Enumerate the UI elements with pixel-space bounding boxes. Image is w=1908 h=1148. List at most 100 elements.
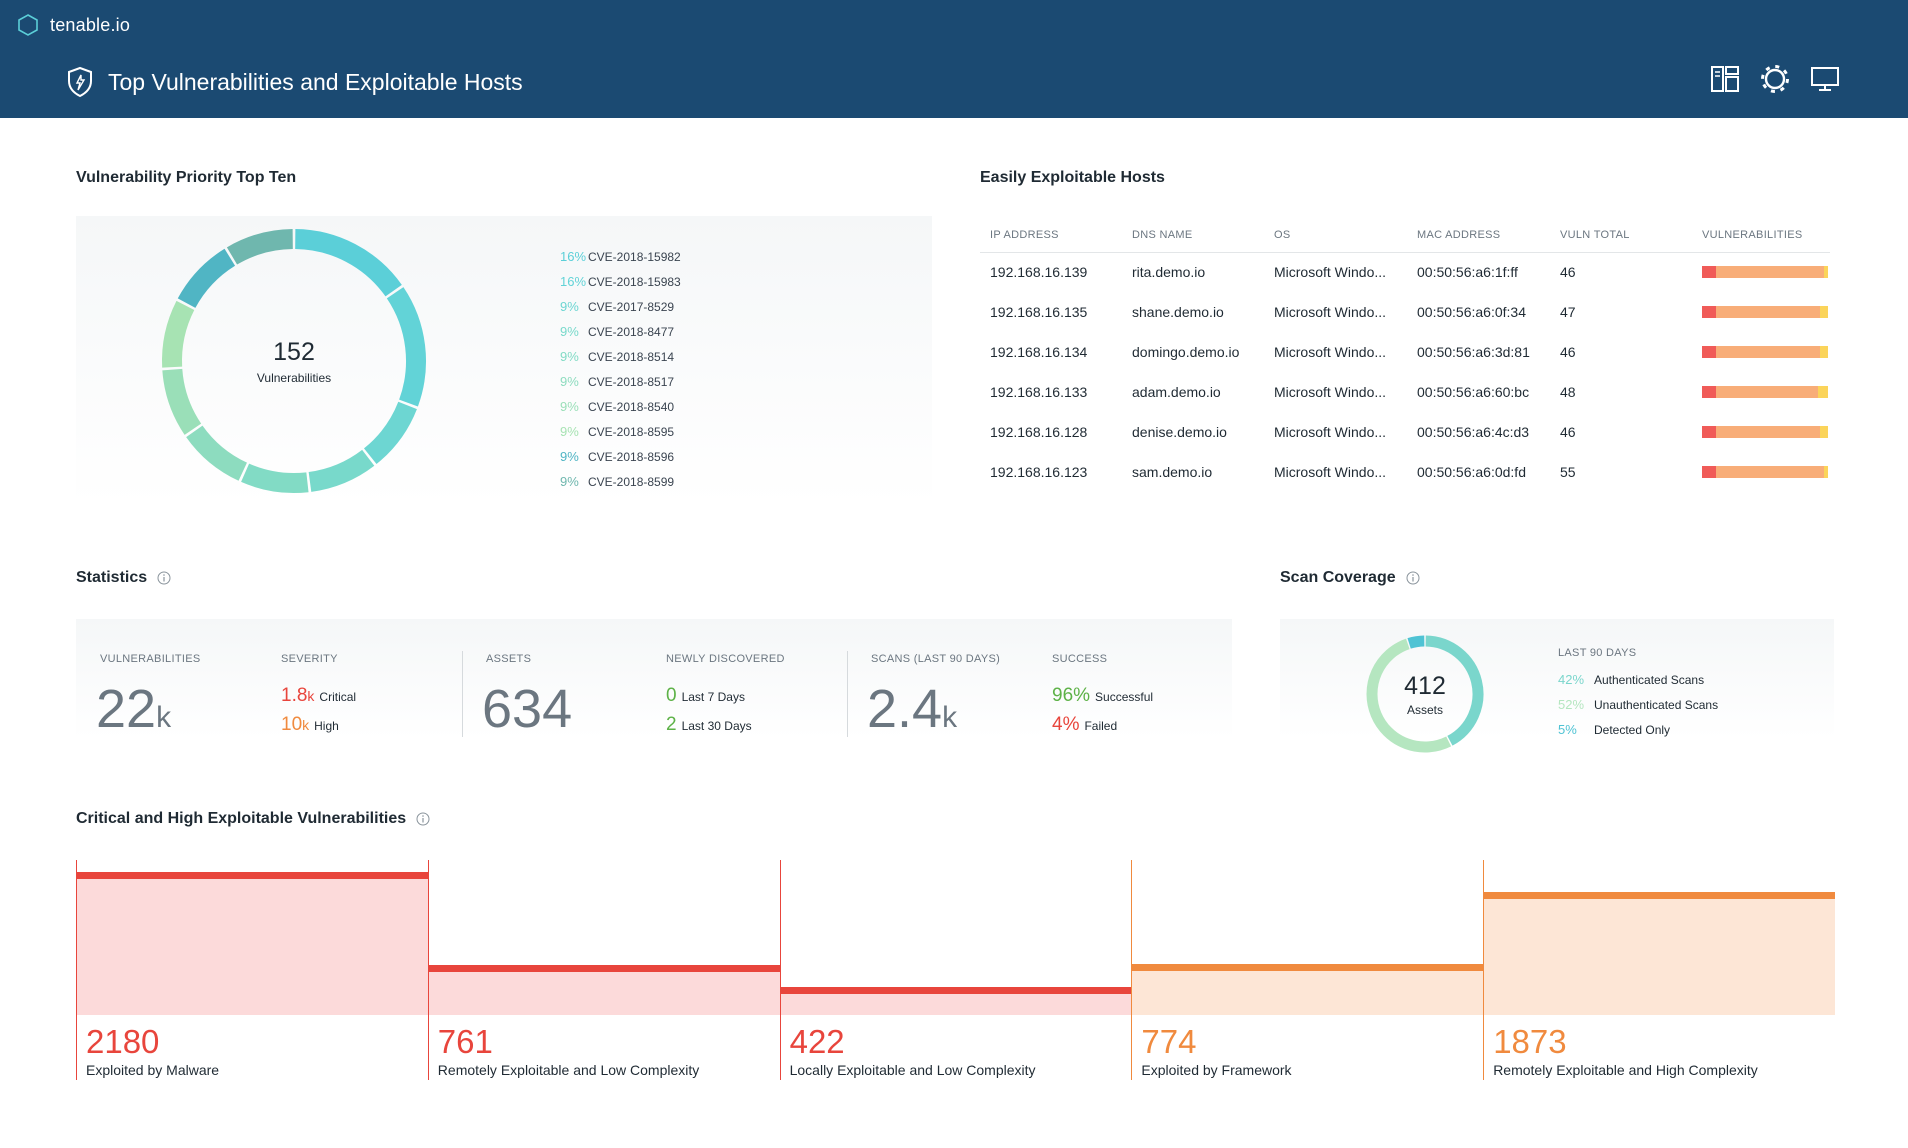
- cell-ip: 192.168.16.133: [990, 384, 1088, 400]
- vuln-priority-segment-7[interactable]: [162, 300, 195, 368]
- vulnerability-bar[interactable]: [1702, 466, 1828, 478]
- legend-item[interactable]: 9% CVE-2018-8540: [560, 394, 681, 419]
- exploitable-bar-cap: [1484, 892, 1835, 899]
- legend-item[interactable]: 9% CVE-2018-8595: [560, 419, 681, 444]
- vuln-priority-segment-0[interactable]: [294, 229, 402, 297]
- stats-divider: [462, 651, 463, 737]
- vuln-priority-segment-2[interactable]: [363, 401, 417, 465]
- col-vulnerabilities[interactable]: VULNERABILITIES: [1692, 218, 1830, 253]
- col-vuln-total[interactable]: VULN TOTAL: [1550, 218, 1692, 253]
- scan-coverage-legend-item[interactable]: 42% Authenticated Scans: [1558, 667, 1718, 692]
- severity-critical-unit: k: [307, 688, 315, 704]
- gear-icon[interactable]: [1760, 64, 1790, 94]
- legend-item[interactable]: 9% CVE-2018-8596: [560, 444, 681, 469]
- info-icon[interactable]: [1406, 571, 1420, 585]
- exploitable-label: Exploited by Malware: [86, 1062, 220, 1078]
- legend-item[interactable]: 16% CVE-2018-15982: [560, 244, 681, 269]
- scan-coverage-legend-item[interactable]: 5% Detected Only: [1558, 717, 1718, 742]
- exploitable-label: Exploited by Framework: [1141, 1062, 1292, 1078]
- bar-critical: [1702, 386, 1716, 398]
- stat-success-failed[interactable]: 4% Failed: [1052, 714, 1117, 736]
- legend-cve: CVE-2018-8599: [588, 474, 675, 489]
- vuln-priority-panel: 152 Vulnerabilities 16% CVE-2018-15982 16%…: [76, 216, 932, 506]
- stat-success-successful[interactable]: 96% Successful: [1052, 685, 1153, 707]
- legend-item[interactable]: 9% CVE-2018-8514: [560, 344, 681, 369]
- stat-newly-last30[interactable]: 2 Last 30 Days: [666, 714, 752, 736]
- scan-coverage-donut[interactable]: [1364, 633, 1486, 755]
- cell-dns: domingo.demo.io: [1132, 344, 1240, 360]
- legend-item[interactable]: 9% CVE-2018-8477: [560, 319, 681, 344]
- vulnerability-bar[interactable]: [1702, 346, 1828, 358]
- brand[interactable]: tenable.io: [16, 13, 130, 37]
- vuln-priority-legend: 16% CVE-2018-15982 16% CVE-2018-15983 9% CVE-…: [560, 244, 681, 494]
- scan-coverage-segment-1[interactable]: [1366, 638, 1452, 753]
- table-row[interactable]: 192.168.16.123 sam.demo.io Microsoft Windo…: [980, 452, 1830, 492]
- legend-item[interactable]: 9% CVE-2018-8517: [560, 369, 681, 394]
- info-icon[interactable]: [416, 812, 430, 826]
- vulnerability-bar[interactable]: [1702, 266, 1828, 279]
- table-row[interactable]: 192.168.16.133 adam.demo.io Microsoft Wind…: [980, 372, 1830, 412]
- legend-item[interactable]: 16% CVE-2018-15983: [560, 269, 681, 294]
- vulnerability-bar[interactable]: [1702, 306, 1828, 318]
- legend-item[interactable]: 9% CVE-2017-8529: [560, 294, 681, 319]
- legend-item[interactable]: 9% CVE-2018-8599: [560, 469, 681, 494]
- exploitable-bar[interactable]: 761 Remotely Exploitable and Low Complexi…: [427, 860, 780, 1080]
- vuln-priority-segment-6[interactable]: [162, 368, 202, 435]
- scan-coverage-label: Unauthenticated Scans: [1594, 697, 1719, 712]
- scan-coverage-label: Authenticated Scans: [1594, 672, 1705, 687]
- scan-coverage-period: LAST 90 DAYS: [1558, 647, 1637, 659]
- monitor-icon[interactable]: [1810, 64, 1840, 94]
- page-header: Top Vulnerabilities and Exploitable Host…: [66, 66, 523, 98]
- stat-severity-high[interactable]: 10k High: [281, 714, 339, 736]
- vulnerability-bar[interactable]: [1702, 386, 1828, 398]
- col-dns-name[interactable]: DNS NAME: [1122, 218, 1264, 253]
- scan-coverage-legend-item[interactable]: 52% Unauthenticated Scans: [1558, 692, 1718, 717]
- col-os[interactable]: OS: [1264, 218, 1407, 253]
- scan-coverage-total-label: Assets: [1406, 702, 1443, 717]
- vuln-priority-segment-1[interactable]: [386, 287, 426, 407]
- vuln-priority-segment-8[interactable]: [177, 248, 236, 309]
- table-row[interactable]: 192.168.16.135 shane.demo.io Microsoft Win…: [980, 292, 1830, 332]
- table-row[interactable]: 192.168.16.139 rita.demo.io Microsoft Wind…: [980, 252, 1830, 292]
- stat-newly-last7[interactable]: 0 Last 7 Days: [666, 685, 745, 707]
- scan-coverage-segment-2[interactable]: [1407, 635, 1425, 649]
- stat-assets-value[interactable]: 634: [482, 679, 573, 739]
- legend-pct: 9%: [560, 474, 579, 489]
- scan-coverage-label: Detected Only: [1594, 722, 1671, 737]
- legend-pct: 9%: [560, 299, 579, 314]
- vulnerability-bar[interactable]: [1702, 426, 1828, 438]
- shield-icon: [68, 66, 92, 98]
- stat-scans-value[interactable]: 2.4k: [867, 682, 957, 736]
- col-ip-address[interactable]: IP ADDRESS: [980, 218, 1122, 253]
- cell-os: Microsoft Windo...: [1274, 424, 1387, 440]
- stat-severity-critical[interactable]: 1.8k Critical: [281, 685, 356, 707]
- scan-coverage-segment-0[interactable]: [1425, 635, 1484, 746]
- info-icon[interactable]: [157, 571, 171, 585]
- vuln-priority-donut-chart[interactable]: [159, 226, 429, 496]
- vuln-priority-segment-9[interactable]: [226, 229, 294, 265]
- success-successful-label: Successful: [1095, 690, 1154, 704]
- severity-high-unit: k: [302, 717, 310, 733]
- stat-vulnerabilities-value[interactable]: 22k: [96, 682, 171, 736]
- legend-pct: 9%: [560, 349, 579, 364]
- table-row[interactable]: 192.168.16.128 denise.demo.io Microsoft Wi…: [980, 412, 1830, 452]
- legend-pct: 16%: [560, 249, 587, 264]
- table-row[interactable]: 192.168.16.134 domingo.demo.io Microsoft W…: [980, 332, 1830, 372]
- vuln-priority-donut[interactable]: 152 Vulnerabilities: [159, 226, 429, 496]
- col-mac-address[interactable]: MAC ADDRESS: [1407, 218, 1550, 253]
- exploitable-value: 761: [437, 1023, 493, 1060]
- exploitable-bar[interactable]: 2180 Exploited by Malware: [76, 860, 428, 1080]
- exploitable-bar[interactable]: 774 Exploited by Framework: [1131, 860, 1484, 1080]
- vuln-priority-segment-3[interactable]: [308, 449, 375, 492]
- scan-coverage-legend: LAST 90 DAYS 42% Authenticated Scans 52% Un…: [1558, 647, 1718, 742]
- stat-assets-label: ASSETS: [486, 653, 532, 665]
- exploitable-bar[interactable]: 422 Locally Exploitable and Low Complexit…: [779, 860, 1132, 1080]
- exploitable-bar[interactable]: 1873 Remotely Exploitable and High Comple…: [1483, 860, 1835, 1080]
- vuln-priority-segment-4[interactable]: [241, 463, 309, 493]
- hosts-title: Easily Exploitable Hosts: [980, 169, 1165, 187]
- stat-scans-number: 2.4: [867, 679, 943, 739]
- dashboard-layout-icon[interactable]: [1710, 64, 1740, 94]
- bar-high: [1715, 466, 1825, 478]
- vuln-priority-segment-5[interactable]: [186, 425, 248, 481]
- statistics-title-text: Statistics: [76, 569, 148, 586]
